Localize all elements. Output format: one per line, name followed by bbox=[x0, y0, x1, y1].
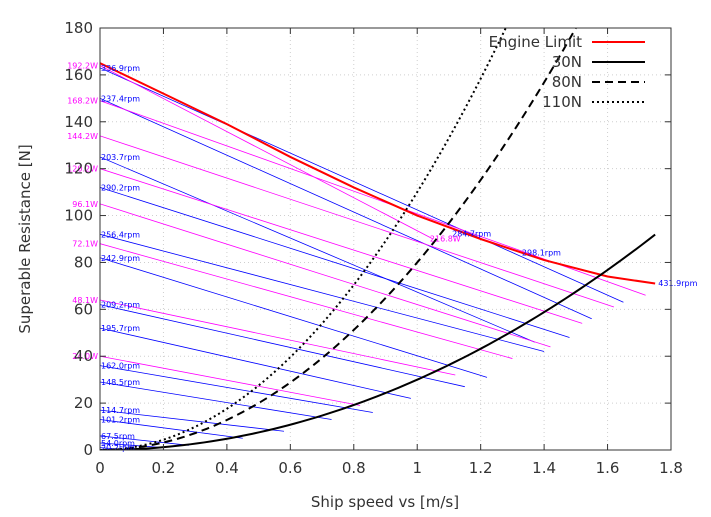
rpm-label: 101.2rpm bbox=[101, 416, 140, 425]
rpm-line bbox=[100, 327, 411, 399]
y-tick-label: 60 bbox=[74, 300, 93, 318]
x-axis-title: Ship speed vs [m/s] bbox=[311, 493, 459, 511]
power-line bbox=[100, 168, 583, 324]
y-tick-label: 20 bbox=[74, 394, 93, 412]
rpm-label: 290.2rpm bbox=[101, 183, 140, 192]
y-axis-title: Superable Resistance [N] bbox=[16, 144, 34, 333]
series-30n bbox=[100, 233, 656, 450]
data-lines bbox=[100, 28, 656, 450]
y-tick-label: 0 bbox=[83, 441, 93, 459]
rpm-label: 256.4rpm bbox=[101, 230, 140, 239]
y-tick-label: 120 bbox=[64, 160, 93, 178]
rpm-line bbox=[100, 409, 285, 432]
rpm-line bbox=[100, 381, 332, 420]
series-80n bbox=[100, 28, 577, 450]
x-tick-label: 0.2 bbox=[152, 459, 176, 477]
legend-label: Engine Limit bbox=[489, 33, 582, 51]
power-line bbox=[100, 203, 551, 348]
x-tick-label: 0.4 bbox=[215, 459, 239, 477]
rpm-label: 20.2rpm bbox=[101, 444, 135, 453]
power-label: 24.0W bbox=[72, 352, 98, 361]
rpm-label: 242.9rpm bbox=[101, 254, 140, 263]
ticks: 0 0.2 0.4 0.6 0.8 1 1.2 1.4 1.6 1.8 0 20 40 60 80 100 12… bbox=[64, 19, 683, 477]
power-label: 120.2W bbox=[67, 165, 98, 174]
rpm-line bbox=[100, 304, 465, 388]
rpm-label: 114.7rpm bbox=[101, 406, 140, 415]
power-label: 48.1W bbox=[72, 296, 98, 305]
power-label: 72.1W bbox=[72, 240, 98, 249]
rpm-line bbox=[100, 442, 164, 449]
rpm-line bbox=[100, 97, 592, 320]
power-label: 168.2W bbox=[67, 97, 98, 106]
annotations: 336.9rpm 237.4rpm 203.7rpm 290.2rpm 256.4rpm… bbox=[67, 62, 697, 453]
rpm-line bbox=[100, 187, 570, 338]
curve-label: 298.1rpm bbox=[522, 248, 561, 257]
legend: Engine Limit 30N 80N 110N bbox=[489, 33, 645, 111]
y-tick-label: 40 bbox=[74, 347, 93, 365]
legend-label: 80N bbox=[552, 73, 582, 91]
series-110n bbox=[100, 28, 507, 450]
plot-frame bbox=[99, 27, 672, 451]
rpm-label: 209.2rpm bbox=[101, 301, 140, 310]
legend-label: 30N bbox=[552, 53, 582, 71]
rpm-line bbox=[100, 365, 373, 413]
rpm-line bbox=[100, 419, 243, 439]
curve-label: 431.9rpm bbox=[658, 279, 697, 288]
series-engine-limit bbox=[100, 62, 656, 285]
rpm-label: 54.0rpm bbox=[101, 439, 135, 448]
y-tick-label: 180 bbox=[64, 19, 93, 37]
power-line bbox=[100, 135, 615, 308]
x-tick-label: 0.6 bbox=[278, 459, 302, 477]
rpm-label: 237.4rpm bbox=[101, 94, 140, 103]
power-line bbox=[100, 65, 434, 240]
plot-background bbox=[100, 28, 671, 450]
rpm-label: 148.5rpm bbox=[101, 378, 140, 387]
power-line bbox=[100, 299, 456, 376]
power-label: 144.2W bbox=[67, 132, 98, 141]
x-tick-label: 1 bbox=[412, 459, 422, 477]
y-tick-label: 100 bbox=[64, 207, 93, 225]
curve-label: 284.7rpm bbox=[452, 230, 491, 239]
rpm-label: 203.7rpm bbox=[101, 153, 140, 162]
x-tick-label: 1.2 bbox=[469, 459, 493, 477]
x-tick-label: 0.8 bbox=[342, 459, 366, 477]
y-tick-label: 140 bbox=[64, 113, 93, 131]
power-line bbox=[100, 355, 361, 406]
rpm-line bbox=[100, 233, 545, 352]
rpm-label: 336.9rpm bbox=[101, 64, 140, 73]
rpm-line bbox=[100, 257, 488, 378]
x-tick-label: 0 bbox=[95, 459, 105, 477]
rpm-label: 162.0rpm bbox=[101, 362, 140, 371]
y-tick-label: 160 bbox=[64, 66, 93, 84]
x-tick-label: 1.6 bbox=[596, 459, 620, 477]
rpm-line bbox=[100, 156, 535, 343]
curve-label: 216.8W bbox=[430, 234, 461, 243]
rpm-label: 67.5rpm bbox=[101, 432, 135, 441]
rpm-label: 195.7rpm bbox=[101, 324, 140, 333]
rpm-line bbox=[100, 67, 624, 303]
rpm-line bbox=[100, 435, 189, 446]
power-label: 192.2W bbox=[67, 62, 98, 71]
power-line bbox=[100, 243, 513, 359]
y-tick-label: 80 bbox=[74, 253, 93, 271]
legend-label: 110N bbox=[542, 93, 582, 111]
x-tick-label: 1.4 bbox=[532, 459, 556, 477]
power-label: 96.1W bbox=[72, 200, 98, 209]
x-tick-label: 1.8 bbox=[659, 459, 683, 477]
